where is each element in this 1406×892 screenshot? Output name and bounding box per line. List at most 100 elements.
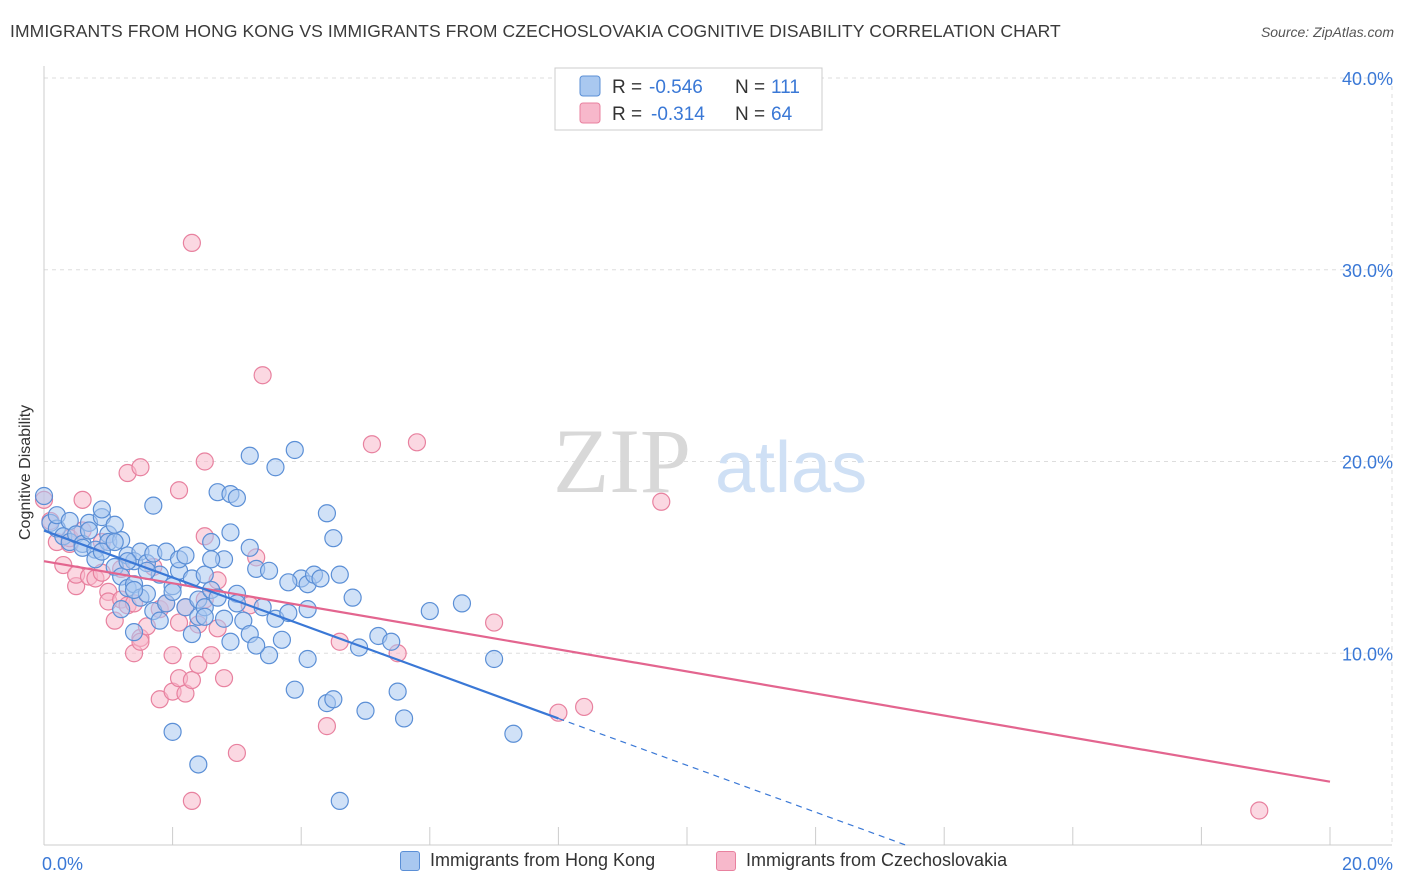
- tick-labels: 10.0% 20.0% 30.0% 40.0% 0.0% 20.0%: [42, 69, 1393, 874]
- czechoslovakia-point: [73, 490, 92, 509]
- hong-kong-point: [144, 496, 163, 515]
- czechoslovakia-point: [182, 233, 201, 253]
- hong-kong-point: [124, 623, 144, 642]
- bottom-legend: Immigrants from Hong Kong Immigrants fro…: [0, 850, 1406, 880]
- czechoslovakia-point: [227, 743, 246, 763]
- hong-kong-point: [105, 532, 124, 552]
- hong-kong-point: [324, 529, 343, 548]
- czechoslovakia-point: [362, 435, 382, 454]
- hong-kong-point: [150, 611, 169, 630]
- hong-kong-point: [176, 546, 195, 565]
- czechoslovakia-point: [169, 481, 189, 500]
- hong-kong-point: [189, 755, 208, 774]
- hong-kong-point: [240, 446, 259, 465]
- legend-n-value-1: 111: [771, 77, 800, 98]
- hong-kong-point: [202, 550, 221, 569]
- czechoslovakia-trend-line: [43, 560, 1331, 783]
- legend-swatch-hong-kong: [579, 75, 601, 97]
- czechoslovakia-point: [485, 613, 504, 632]
- legend-r-label-2: R =: [612, 104, 642, 125]
- bottom-legend-label-czechoslovakia: Immigrants from Czechoslovakia: [746, 850, 1008, 870]
- hong-kong-point: [382, 632, 401, 651]
- legend-r-value-1: -0.546: [649, 77, 703, 98]
- hong-kong-point: [34, 486, 54, 506]
- hong-kong-point: [324, 690, 343, 709]
- hong-kong-point: [195, 565, 214, 584]
- hong-kong-point: [105, 515, 124, 534]
- legend-n-label-1: N =: [735, 77, 765, 98]
- hong-kong-point: [394, 709, 414, 728]
- czechoslovakia-point: [182, 791, 201, 810]
- hong-kong-point: [298, 600, 317, 619]
- hong-kong-point: [330, 565, 349, 584]
- chart-title: IMMIGRANTS FROM HONG KONG VS IMMIGRANTS …: [10, 21, 1061, 41]
- y-tick-label: 20.0%: [1342, 453, 1393, 473]
- hong-kong-point: [195, 607, 214, 626]
- czechoslovakia-point: [131, 458, 150, 477]
- hong-kong-point: [420, 601, 439, 621]
- czechoslovakia-point: [1250, 801, 1269, 820]
- x-tick-label: 0.0%: [42, 854, 83, 874]
- hong-kong-point: [163, 582, 182, 601]
- hong-kong-point: [221, 632, 240, 651]
- hong-kong-point: [202, 532, 221, 552]
- hong-kong-point: [298, 649, 317, 669]
- czechoslovakia-point: [202, 646, 221, 665]
- hong-kong-point: [285, 680, 304, 699]
- hong-kong-point: [317, 504, 337, 523]
- y-tick-label: 30.0%: [1342, 261, 1393, 281]
- watermark: ZIP atlas: [553, 410, 867, 512]
- hong-kong-point: [272, 630, 292, 649]
- czechoslovakia-point: [407, 433, 427, 452]
- bottom-legend-czechoslovakia: Immigrants from Czechoslovakia: [716, 850, 1007, 871]
- legend-r-label-1: R =: [612, 77, 642, 98]
- y-axis-label: Cognitive Disability: [17, 404, 34, 540]
- czechoslovakia-point: [195, 452, 214, 471]
- hong-kong-point: [163, 722, 182, 741]
- czechoslovakia-point: [169, 613, 189, 632]
- czechoslovakia-point: [163, 646, 182, 665]
- czechoslovakia-point: [189, 655, 208, 674]
- hong-kong-point: [452, 594, 472, 613]
- hong-kong-point: [504, 724, 523, 743]
- hong-kong-point: [182, 624, 201, 644]
- hong-kong-point: [112, 600, 131, 619]
- hong-kong-point: [285, 440, 304, 460]
- hong-kong-point: [485, 649, 504, 669]
- czechoslovakia-point: [317, 717, 337, 736]
- hong-kong-point: [247, 636, 266, 655]
- hong-kong-point: [266, 458, 285, 477]
- bottom-legend-label-hong-kong: Immigrants from Hong Kong: [430, 850, 656, 870]
- czechoslovakia-points: [34, 233, 1269, 820]
- hong-kong-point: [221, 523, 240, 542]
- bottom-legend-swatch-czechoslovakia: [716, 850, 736, 871]
- legend-n-label-2: N =: [735, 104, 765, 125]
- hong-kong-point: [356, 701, 375, 720]
- y-tick-label: 10.0%: [1342, 644, 1393, 664]
- y-tick-label: 40.0%: [1342, 69, 1393, 89]
- hong-kong-point: [92, 500, 111, 519]
- czechoslovakia-point: [575, 697, 594, 717]
- hong-kong-point: [343, 588, 362, 607]
- bottom-legend-hong-kong: Immigrants from Hong Kong: [400, 850, 655, 871]
- hong-kong-point: [124, 580, 144, 600]
- x-tick-label: 20.0%: [1342, 854, 1393, 874]
- hong-kong-point: [311, 569, 330, 588]
- hong-kong-point: [259, 561, 279, 580]
- czechoslovakia-point: [182, 670, 201, 690]
- hong-kong-trend-line: [43, 529, 559, 720]
- legend-r-value-2: -0.314: [651, 104, 705, 125]
- hong-kong-point: [214, 609, 234, 628]
- stats-legend: R = -0.546 N = 111 R = -0.314 N = 64: [554, 67, 823, 131]
- czechoslovakia-point: [214, 669, 234, 688]
- hong-kong-point: [388, 682, 407, 701]
- hong-kong-point: [227, 488, 246, 508]
- czechoslovakia-point: [652, 492, 671, 511]
- czechoslovakia-point: [253, 366, 272, 385]
- trend-lines: [43, 529, 1331, 846]
- watermark-atlas: atlas: [715, 428, 867, 508]
- hong-kong-trend-extension: [558, 717, 906, 846]
- hong-kong-point: [259, 646, 279, 665]
- axes: [43, 66, 1392, 846]
